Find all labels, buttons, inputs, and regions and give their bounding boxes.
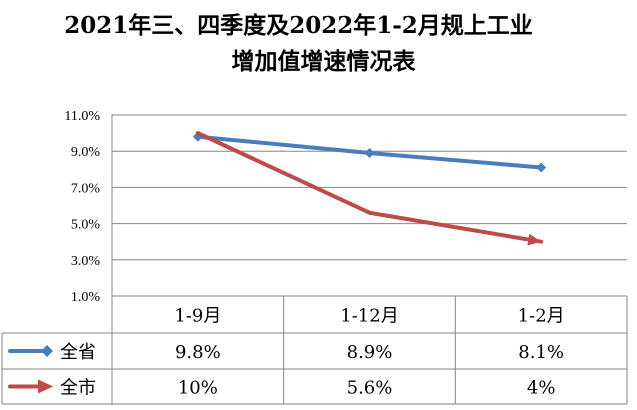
y-tick-label: 11.0%: [64, 109, 100, 124]
legend-label: 全省: [60, 342, 96, 363]
chart-title: 2021年三、四季度及2022年1-2月规上工业 增加值增速情况表: [0, 8, 637, 80]
y-tick-label: 3.0%: [71, 254, 101, 269]
legend-key-marker: [41, 345, 53, 357]
data-point: [527, 233, 542, 246]
data-label: 9.8%: [175, 342, 221, 363]
y-tick-label: 7.0%: [71, 181, 101, 196]
data-point: [364, 148, 375, 159]
data-label: 8.9%: [347, 342, 393, 363]
category-label: 1-12月: [340, 306, 398, 327]
y-tick-label: 9.0%: [71, 145, 101, 160]
category-label: 1-2月: [518, 306, 565, 327]
data-label: 8.1%: [518, 342, 564, 363]
data-label: 5.6%: [347, 378, 393, 399]
data-point: [536, 162, 547, 173]
data-label: 4%: [527, 378, 556, 399]
legend-label: 全市: [60, 378, 96, 399]
chart-title-line-2: 增加值增速情况表: [231, 48, 416, 75]
series-line-全市: [195, 131, 544, 244]
legend-key-marker: [38, 379, 53, 394]
y-tick-label: 5.0%: [71, 218, 101, 233]
data-label: 10%: [178, 378, 218, 399]
category-label: 1-9月: [174, 306, 221, 327]
y-tick-label: 1.0%: [71, 290, 101, 305]
chart-title-line-1: 2021年三、四季度及2022年1-2月规上工业: [64, 12, 533, 39]
